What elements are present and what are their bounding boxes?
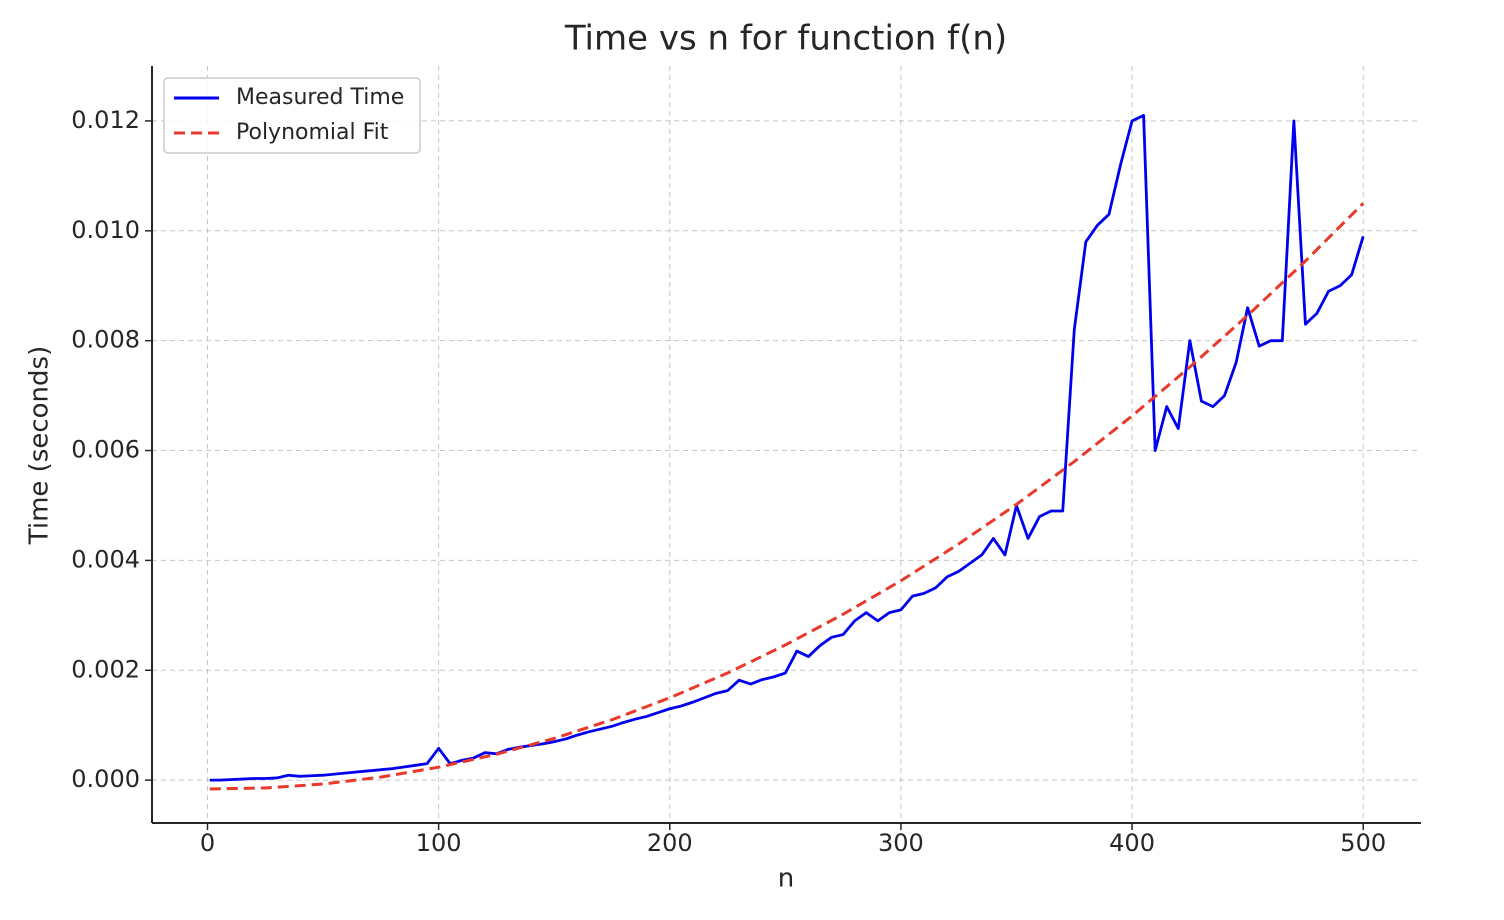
x-tick-label: 400	[1109, 829, 1155, 857]
y-tick-label: 0.006	[71, 436, 140, 464]
chart-title: Time vs n for function f(n)	[564, 19, 1007, 59]
x-tick-label: 200	[647, 829, 693, 857]
x-tick-label: 300	[878, 829, 924, 857]
x-tick-label: 500	[1340, 829, 1386, 857]
y-axis-label: Time (seconds)	[25, 346, 55, 545]
y-tick-label: 0.012	[71, 106, 140, 134]
series-line	[209, 202, 1365, 791]
legend-label: Polynomial Fit	[236, 120, 389, 145]
legend-box	[163, 77, 421, 154]
x-tick-label: 0	[200, 829, 215, 857]
x-tick-label: 100	[416, 829, 462, 857]
x-axis-label: n	[778, 864, 794, 894]
series-line	[209, 114, 1365, 782]
y-tick-label: 0.000	[71, 765, 140, 793]
legend-label: Measured Time	[236, 85, 404, 110]
y-tick-label: 0.002	[71, 655, 140, 683]
y-tick-label: 0.008	[71, 326, 140, 354]
y-tick-label: 0.004	[71, 545, 140, 573]
y-tick-label: 0.010	[71, 216, 140, 244]
